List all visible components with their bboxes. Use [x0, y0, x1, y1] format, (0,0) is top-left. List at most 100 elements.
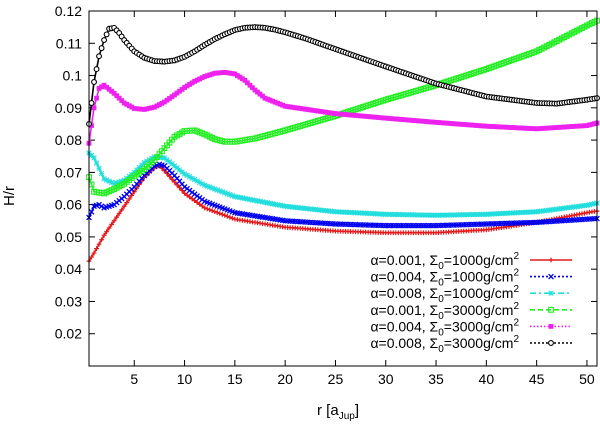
data-point — [398, 117, 404, 122]
data-point — [395, 116, 401, 122]
data-point — [423, 212, 429, 218]
y-tick-label: 0.04 — [55, 261, 82, 277]
data-point — [548, 306, 554, 313]
data-point — [566, 124, 572, 130]
data-point — [400, 211, 407, 218]
series-6 — [86, 24, 600, 127]
data-point — [232, 193, 238, 200]
data-point — [197, 201, 203, 207]
data-point — [116, 211, 122, 216]
data-point — [279, 203, 286, 209]
data-point — [494, 124, 499, 130]
data-point — [209, 185, 215, 191]
data-point — [297, 205, 304, 211]
data-point — [436, 120, 441, 125]
data-point — [162, 168, 167, 174]
data-point — [181, 171, 188, 177]
data-point — [496, 124, 502, 130]
data-point — [433, 119, 439, 125]
data-point — [511, 125, 517, 131]
plot-frame — [88, 10, 598, 367]
data-point — [149, 105, 155, 111]
data-point — [139, 106, 145, 112]
data-point — [101, 82, 107, 88]
data-point — [106, 178, 112, 184]
data-point — [377, 211, 384, 217]
legend-label: α=0.001, Σ0=3000g/cm2 — [370, 301, 519, 322]
data-point — [357, 210, 364, 216]
data-point — [398, 211, 404, 218]
data-point — [199, 203, 205, 209]
data-point — [99, 84, 104, 90]
data-point — [111, 180, 117, 187]
data-point — [350, 112, 356, 118]
legend-item: α=0.004, Σ0=1000g/cm2 — [370, 268, 572, 289]
data-point — [219, 189, 226, 195]
data-point — [365, 114, 371, 119]
y-tick-label: 0.08 — [55, 132, 82, 148]
data-point — [561, 124, 567, 130]
data-point — [289, 204, 296, 210]
y-tick-label: 0.09 — [55, 100, 82, 116]
data-point — [146, 105, 152, 111]
data-point — [184, 192, 190, 198]
legend-item: α=0.001, Σ0=1000g/cm2 — [370, 251, 572, 272]
data-point — [126, 103, 132, 109]
data-point — [448, 212, 454, 218]
data-point — [428, 212, 434, 218]
data-point — [486, 123, 492, 129]
data-point — [104, 84, 110, 90]
y-tick-label: 0.1 — [63, 68, 83, 84]
data-point — [362, 210, 369, 217]
data-point — [521, 125, 527, 131]
data-point — [96, 241, 102, 247]
data-point — [483, 123, 489, 129]
data-point — [290, 104, 296, 110]
data-point — [217, 188, 223, 194]
data-point — [561, 205, 568, 211]
data-point — [521, 209, 527, 216]
data-point — [554, 206, 560, 212]
data-point — [159, 165, 165, 171]
data-point — [506, 124, 512, 130]
data-point — [415, 212, 422, 218]
data-point — [335, 111, 341, 117]
data-point — [395, 211, 402, 218]
data-point — [528, 209, 535, 215]
data-point — [413, 212, 419, 218]
data-point — [192, 198, 198, 204]
data-point — [101, 176, 107, 182]
data-point — [551, 125, 557, 131]
data-point — [413, 118, 419, 124]
data-point — [450, 212, 457, 218]
data-point — [353, 113, 358, 118]
data-point — [151, 104, 157, 110]
data-point — [144, 158, 150, 164]
data-point — [184, 172, 190, 179]
data-point — [189, 196, 195, 202]
data-point — [473, 211, 480, 218]
data-point — [267, 200, 273, 207]
data-point — [172, 92, 177, 98]
data-point — [322, 207, 329, 214]
data-point — [581, 202, 588, 209]
data-point — [574, 203, 580, 210]
legend-item: α=0.008, Σ0=1000g/cm2 — [370, 284, 572, 305]
data-point — [109, 88, 115, 94]
x-tick-label: 10 — [177, 371, 193, 387]
data-point — [448, 121, 454, 126]
data-point — [559, 205, 565, 212]
data-point — [295, 105, 301, 111]
data-point — [96, 53, 103, 60]
data-point — [260, 93, 265, 99]
data-point — [310, 206, 316, 213]
data-point — [124, 101, 130, 107]
data-point — [350, 209, 356, 216]
data-point — [257, 198, 263, 205]
data-point — [187, 82, 192, 87]
data-point — [463, 122, 469, 128]
y-tick-label: 0.12 — [55, 3, 82, 19]
data-point — [121, 203, 127, 209]
data-point — [325, 110, 331, 115]
data-point — [141, 159, 148, 166]
